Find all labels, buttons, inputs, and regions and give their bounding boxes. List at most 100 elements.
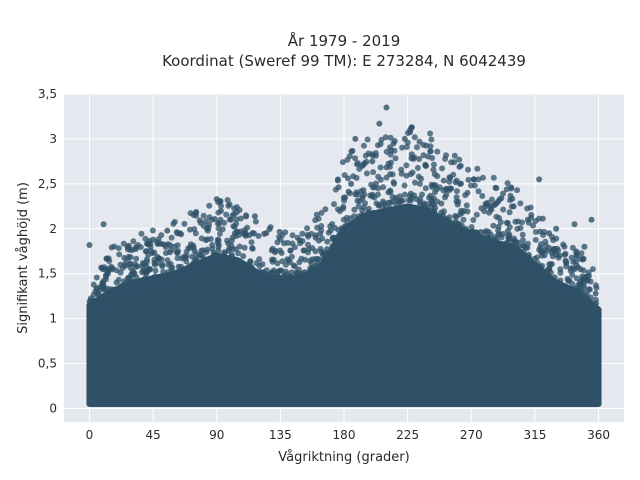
data-point	[331, 201, 337, 208]
data-point	[513, 246, 520, 253]
data-point	[215, 247, 222, 254]
data-point	[344, 219, 351, 226]
data-point	[247, 258, 254, 265]
data-point	[340, 227, 347, 234]
y-tick-label: 2,5	[38, 177, 57, 191]
data-point	[465, 166, 472, 173]
x-tick-label: 315	[523, 428, 546, 442]
data-point	[497, 219, 504, 226]
data-point	[178, 263, 185, 270]
y-tick-label: 0	[49, 402, 57, 416]
data-point	[428, 197, 435, 204]
data-point	[416, 180, 423, 187]
data-point	[392, 155, 399, 162]
data-point	[144, 256, 150, 263]
data-point	[345, 225, 352, 232]
data-point	[364, 136, 371, 143]
data-point	[342, 194, 349, 201]
data-point	[393, 201, 400, 208]
data-point	[418, 175, 425, 182]
data-point	[368, 151, 375, 158]
data-point	[248, 239, 255, 246]
data-point	[592, 296, 599, 303]
data-point	[211, 216, 218, 222]
data-point	[236, 243, 243, 250]
outlier-point	[553, 225, 560, 232]
data-point	[101, 286, 108, 293]
data-point	[204, 227, 211, 234]
data-point	[541, 228, 548, 235]
data-point	[560, 241, 567, 248]
data-point	[440, 221, 447, 228]
data-point	[174, 255, 181, 262]
outlier-point	[401, 135, 408, 142]
data-point	[493, 213, 500, 220]
data-point	[365, 209, 372, 216]
data-point	[551, 248, 558, 255]
outlier-point	[352, 135, 359, 142]
data-point	[548, 261, 555, 268]
data-point	[427, 148, 434, 155]
data-point	[287, 247, 294, 254]
data-point	[133, 255, 140, 262]
data-point	[105, 268, 112, 275]
data-point	[454, 188, 460, 195]
data-point	[181, 220, 188, 227]
data-point	[233, 204, 240, 211]
data-point	[123, 285, 130, 292]
data-point	[313, 269, 320, 276]
chart-title: År 1979 - 2019	[288, 31, 401, 50]
data-point	[434, 148, 441, 155]
data-point	[457, 228, 464, 235]
outlier-point	[592, 290, 599, 297]
data-point	[383, 174, 390, 181]
data-point	[463, 202, 470, 209]
data-point	[242, 263, 249, 270]
x-tick-label: 135	[269, 428, 292, 442]
data-point	[375, 173, 382, 180]
data-point	[165, 269, 172, 276]
x-axis-label: Vågriktning (grader)	[278, 450, 409, 465]
data-point	[370, 209, 377, 216]
data-point	[305, 233, 312, 240]
outlier-point	[124, 243, 131, 250]
data-point	[406, 207, 413, 214]
data-point	[126, 275, 133, 282]
data-point	[330, 234, 337, 241]
data-point	[276, 228, 283, 235]
data-point	[453, 194, 460, 201]
data-point	[428, 203, 435, 210]
data-point	[462, 192, 469, 199]
data-point	[398, 166, 405, 173]
data-point	[454, 201, 461, 208]
data-point	[304, 225, 311, 232]
data-point	[565, 278, 572, 284]
data-point	[537, 244, 544, 251]
data-point	[229, 257, 236, 264]
data-point	[219, 256, 226, 263]
data-point	[546, 244, 553, 251]
outlier-point	[251, 213, 258, 220]
data-point	[331, 224, 338, 231]
data-point	[288, 273, 295, 280]
data-point	[412, 179, 418, 186]
data-point	[151, 259, 158, 266]
data-point	[500, 231, 507, 237]
data-point	[557, 266, 564, 273]
data-point	[334, 177, 341, 184]
data-point	[175, 248, 182, 254]
outlier-point	[213, 196, 220, 203]
data-point	[388, 209, 395, 216]
data-point	[414, 164, 421, 171]
outlier-point	[524, 216, 531, 223]
data-point	[293, 278, 300, 285]
chart-subtitle: Koordinat (Sweref 99 TM): E 273284, N 60…	[162, 52, 526, 70]
data-point	[504, 220, 511, 226]
data-point	[360, 142, 367, 149]
data-point	[240, 230, 247, 237]
data-point	[431, 207, 438, 214]
data-point	[196, 260, 203, 267]
data-point	[451, 159, 458, 166]
data-point	[586, 300, 593, 307]
outlier-point	[456, 180, 463, 187]
